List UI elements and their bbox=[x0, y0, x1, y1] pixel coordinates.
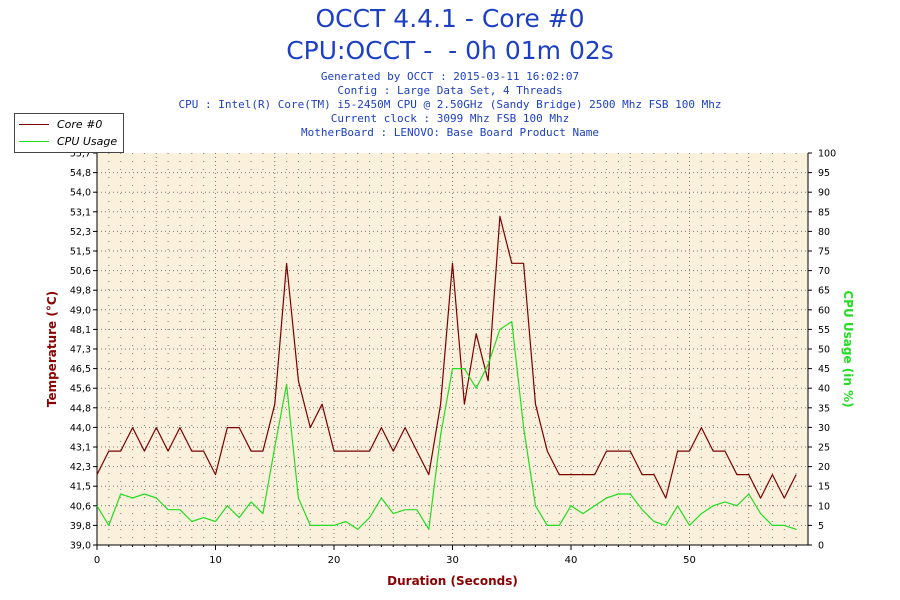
info-cpu: CPU : Intel(R) Core(TM) i5-2450M CPU @ 2… bbox=[178, 98, 722, 111]
y-left-tick-label: 42,3 bbox=[70, 462, 91, 473]
y-left-tick-label: 51,5 bbox=[70, 247, 91, 258]
y-left-tick-label: 53,1 bbox=[70, 207, 91, 218]
x-axis-label: Duration (Seconds) bbox=[387, 574, 518, 588]
x-tick-label: 40 bbox=[565, 555, 578, 566]
x-tick-label: 30 bbox=[446, 555, 459, 566]
y-right-tick-label: 85 bbox=[818, 207, 830, 218]
y-right-tick-label: 100 bbox=[818, 149, 836, 160]
y-left-tick-label: 46,5 bbox=[70, 364, 91, 375]
info-motherboard: MotherBoard : LENOVO: Base Board Product… bbox=[300, 126, 599, 139]
y-right-tick-label: 20 bbox=[818, 462, 830, 473]
y-right-tick-label: 50 bbox=[818, 345, 830, 356]
y-right-tick-label: 70 bbox=[818, 266, 830, 277]
y-left-tick-label: 39,8 bbox=[70, 521, 91, 532]
info-clock: Current clock : 3099 Mhz FSB 100 Mhz bbox=[330, 112, 570, 125]
y-right-tick-label: 60 bbox=[818, 305, 830, 316]
y-left-tick-label: 54,0 bbox=[70, 188, 91, 199]
legend-swatch-core0 bbox=[19, 123, 49, 125]
chart-subtitle: CPU:OCCT - - 0h 01m 02s bbox=[286, 36, 614, 65]
y-left-tick-label: 47,3 bbox=[70, 345, 91, 356]
y-left-tick-label: 44,0 bbox=[70, 423, 91, 434]
y-right-tick-label: 30 bbox=[818, 423, 830, 434]
legend-label-core0: Core #0 bbox=[57, 117, 103, 131]
y-right-tick-label: 75 bbox=[818, 247, 830, 258]
y-left-tick-label: 54,8 bbox=[70, 168, 91, 179]
y-left-tick-label: 41,5 bbox=[70, 482, 91, 493]
y-right-tick-label: 40 bbox=[818, 384, 830, 395]
x-tick-label: 0 bbox=[94, 555, 100, 566]
series-line-core0 bbox=[96, 215, 797, 499]
y-right-tick-label: 90 bbox=[818, 188, 830, 199]
y-right-tick-label: 65 bbox=[818, 286, 830, 297]
y-right-tick-label: 25 bbox=[818, 443, 830, 454]
y-right-tick-label: 10 bbox=[818, 501, 830, 512]
legend-swatch-cpu-usage bbox=[19, 140, 49, 142]
y-left-tick-label: 55,7 bbox=[70, 149, 91, 160]
legend-label-cpu-usage: CPU Usage bbox=[57, 134, 118, 148]
y-right-axis-label: CPU Usage (in %) bbox=[841, 290, 855, 407]
y-right-tick-label: 15 bbox=[818, 482, 830, 493]
legend: Core #0 CPU Usage bbox=[14, 113, 124, 153]
info-generated: Generated by OCCT : 2015-03-11 16:02:07 bbox=[320, 70, 580, 83]
x-tick-label: 50 bbox=[683, 555, 696, 566]
y-right-tick-label: 35 bbox=[818, 403, 830, 414]
y-left-axis-label: Temperature (°C) bbox=[45, 291, 59, 407]
y-left-tick-label: 43,1 bbox=[70, 443, 91, 454]
chart-title: OCCT 4.4.1 - Core #0 bbox=[315, 4, 585, 33]
x-tick-label: 20 bbox=[328, 555, 341, 566]
y-left-tick-label: 39,0 bbox=[70, 541, 91, 552]
y-right-tick-label: 5 bbox=[818, 521, 824, 532]
y-left-tick-label: 48,1 bbox=[70, 325, 91, 336]
y-left-tick-label: 40,6 bbox=[70, 501, 91, 512]
legend-item-core0: Core #0 bbox=[19, 116, 102, 132]
y-left-tick-label: 52,3 bbox=[70, 227, 91, 238]
x-tick-label: 10 bbox=[209, 555, 222, 566]
y-left-tick-label: 50,6 bbox=[70, 266, 91, 277]
series-line-cpu-usage bbox=[96, 321, 797, 530]
y-left-tick-label: 44,8 bbox=[70, 403, 91, 414]
y-left-tick-label: 49,8 bbox=[70, 286, 91, 297]
info-config: Config : Large Data Set, 4 Threads bbox=[337, 84, 563, 97]
y-right-tick-label: 0 bbox=[818, 541, 824, 552]
y-right-tick-label: 80 bbox=[818, 227, 830, 238]
y-right-tick-label: 95 bbox=[818, 168, 830, 179]
y-right-tick-label: 55 bbox=[818, 325, 830, 336]
y-left-tick-label: 45,6 bbox=[70, 384, 91, 395]
y-left-tick-label: 49,0 bbox=[70, 305, 91, 316]
y-right-tick-label: 45 bbox=[818, 364, 830, 375]
legend-item-cpu-usage: CPU Usage bbox=[19, 133, 117, 149]
